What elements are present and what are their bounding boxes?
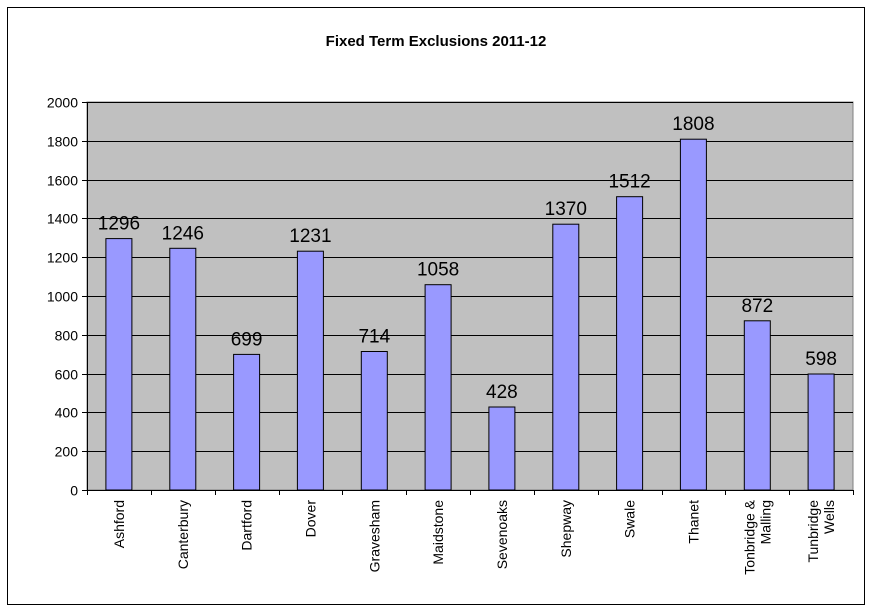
bar <box>424 284 452 491</box>
bar <box>233 353 261 491</box>
y-tick-label: 400 <box>55 405 79 421</box>
y-tick-label: 1200 <box>47 250 78 266</box>
bar <box>552 223 580 491</box>
x-tick-label: Swale <box>622 500 638 538</box>
x-axis: Ashford Canterbury Dartford Dover Gravesham M… <box>87 490 854 575</box>
y-tick-label: 800 <box>55 328 79 344</box>
data-label: 1246 <box>162 223 204 244</box>
data-label: 428 <box>486 382 518 403</box>
x-tick-label: Maidstone <box>430 500 446 565</box>
bar <box>807 373 835 491</box>
data-label: 1370 <box>545 199 587 220</box>
x-tick-label: Sevenoaks <box>494 500 510 569</box>
x-category-label: Swale <box>622 500 638 538</box>
x-category-label: Shepway <box>558 500 574 558</box>
x-category-label: Canterbury <box>175 500 191 569</box>
x-tick-label: Dover <box>302 500 318 538</box>
bar-chart: Fixed Term Exclusions 2011-12 0 200 400 600… <box>47 33 854 575</box>
bar <box>488 406 516 491</box>
bars <box>105 138 835 491</box>
x-category-label: Tonbridge & Malling <box>741 499 773 574</box>
bar <box>743 320 771 491</box>
x-tick-label: Tonbridge & <box>741 499 757 574</box>
x-category-label: Ashford <box>111 500 127 548</box>
data-label: 1808 <box>672 114 714 135</box>
data-label: 598 <box>805 349 837 370</box>
x-tick-label: Shepway <box>558 500 574 558</box>
x-tick-label: Thanet <box>685 500 701 544</box>
x-tick-label: Wells <box>821 500 837 534</box>
bar <box>616 196 644 491</box>
x-tick-label: Tunbridge <box>805 500 821 563</box>
x-category-label: Gravesham <box>366 500 382 572</box>
y-axis: 0 200 400 600 800 1000 1200 1400 1600 1800 2000 <box>47 95 88 499</box>
gridlines <box>87 102 853 452</box>
bar <box>105 238 133 491</box>
y-tick-label: 200 <box>55 444 79 460</box>
data-labels: 1296 1246 699 1231 714 1058 428 1370 1512 1808 872… <box>98 114 837 403</box>
x-tick-label: Ashford <box>111 500 127 548</box>
bar <box>360 351 388 491</box>
bar <box>296 250 324 491</box>
data-label: 1231 <box>289 226 331 247</box>
y-tick-label: 1000 <box>47 289 78 305</box>
data-label: 1058 <box>417 260 459 281</box>
y-tick-label: 0 <box>70 483 78 499</box>
y-tick-label: 2000 <box>47 95 78 111</box>
data-label: 1296 <box>98 214 140 235</box>
x-category-label: Sevenoaks <box>494 500 510 569</box>
y-tick-label: 1400 <box>47 211 78 227</box>
x-tick-label: Canterbury <box>175 500 191 569</box>
x-tick-label: Gravesham <box>366 500 382 572</box>
x-category-label: Dartford <box>239 500 255 551</box>
bar <box>679 138 707 491</box>
x-category-label: Tunbridge Wells <box>805 500 837 563</box>
x-category-label: Maidstone <box>430 500 446 565</box>
x-tick-label: Malling <box>757 500 773 544</box>
data-label: 1512 <box>608 172 650 193</box>
data-label: 699 <box>231 329 263 350</box>
x-category-label: Dover <box>302 500 318 538</box>
y-tick-label: 1800 <box>47 134 78 150</box>
y-tick-label: 1600 <box>47 173 78 189</box>
x-category-label: Thanet <box>685 500 701 544</box>
x-tick-label: Dartford <box>239 500 255 551</box>
bar <box>169 247 197 491</box>
chart-frame: Fixed Term Exclusions 2011-12 0 200 400 600… <box>7 7 865 605</box>
y-tick-label: 600 <box>55 367 79 383</box>
data-label: 872 <box>741 296 773 317</box>
data-label: 714 <box>358 327 390 348</box>
chart-title: Fixed Term Exclusions 2011-12 <box>326 33 547 50</box>
